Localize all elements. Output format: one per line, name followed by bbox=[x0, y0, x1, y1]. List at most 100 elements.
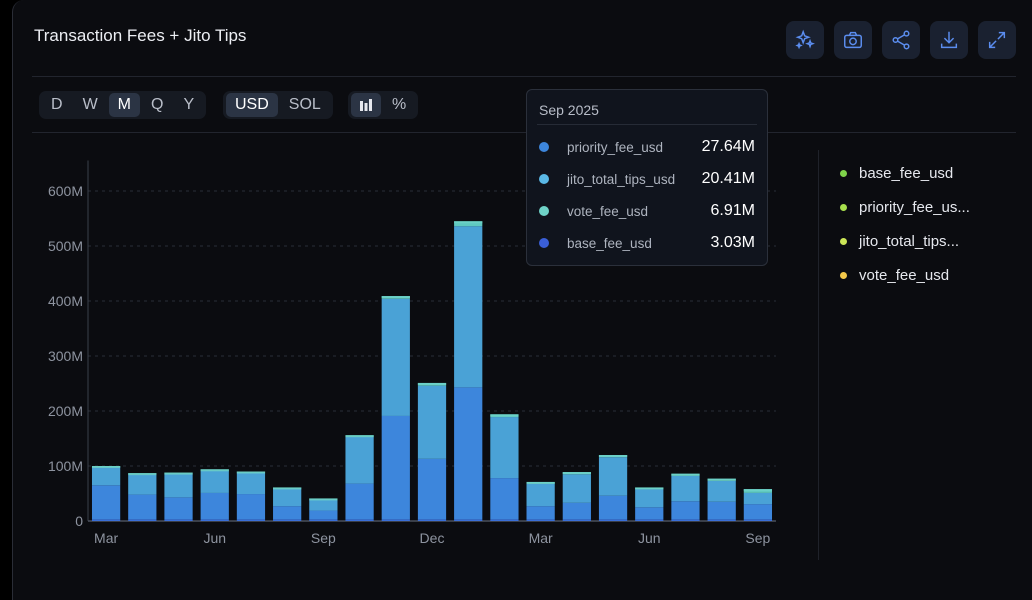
tooltip-divider bbox=[537, 124, 757, 125]
mode-percent[interactable]: % bbox=[392, 96, 407, 113]
x-tick-label: Mar bbox=[529, 530, 553, 546]
chart-legend: base_fee_usd priority_fee_us... jito_tot… bbox=[840, 156, 970, 292]
bar-segment-base-fee-usd bbox=[128, 519, 157, 521]
bar-segment-base-fee-usd bbox=[598, 519, 628, 521]
bar-segment-base-fee-usd bbox=[91, 519, 121, 521]
legend-label: vote_fee_usd bbox=[859, 266, 950, 284]
bar-segment-jito-total-tips-usd bbox=[707, 480, 736, 502]
legend-dot bbox=[840, 203, 847, 211]
bar-segment-priority-fee-usd bbox=[743, 504, 773, 520]
bar-segment-jito-total-tips-usd bbox=[128, 474, 157, 495]
bar-segment-priority-fee-usd bbox=[526, 506, 555, 520]
bar-top-edge bbox=[671, 473, 700, 476]
legend-item-jito-tips[interactable]: jito_total_tips... bbox=[840, 224, 970, 258]
legend-item-priority-fee[interactable]: priority_fee_us... bbox=[840, 190, 970, 224]
legend-label: jito_total_tips... bbox=[859, 232, 960, 250]
legend-item-base-fee[interactable]: base_fee_usd bbox=[840, 156, 970, 190]
bar-segment-priority-fee-usd bbox=[200, 492, 229, 520]
bar-segment-jito-total-tips-usd bbox=[91, 467, 121, 486]
download-button[interactable] bbox=[930, 21, 968, 59]
tooltip-title: Sep 2025 bbox=[539, 102, 599, 118]
mode-selector: % bbox=[348, 91, 419, 119]
bar-segment-priority-fee-usd bbox=[128, 494, 157, 520]
x-tick-label: Sep bbox=[745, 530, 770, 546]
bar-segment-jito-total-tips-usd bbox=[526, 483, 555, 507]
currency-selector: USD SOL bbox=[223, 91, 333, 119]
legend-label: priority_fee_us... bbox=[859, 198, 970, 216]
chart-tooltip: Sep 2025 priority_fee_usd 27.64M jito_to… bbox=[526, 89, 768, 266]
bar-top-edge bbox=[381, 296, 410, 299]
bar-segment-jito-total-tips-usd bbox=[562, 474, 591, 503]
bar-top-edge bbox=[273, 487, 302, 490]
bar-segment-base-fee-usd bbox=[417, 519, 447, 521]
bar-segment-jito-total-tips-usd bbox=[381, 298, 410, 416]
bar-segment-base-fee-usd bbox=[454, 519, 483, 521]
bar-top-edge bbox=[91, 466, 121, 468]
bar-top-edge bbox=[200, 469, 229, 472]
tooltip-row: priority_fee_usd 27.64M bbox=[539, 137, 755, 157]
bar-segment-base-fee-usd bbox=[345, 519, 374, 521]
bar-segment-priority-fee-usd bbox=[562, 502, 591, 520]
bar-segment-priority-fee-usd bbox=[91, 485, 121, 520]
bar-segment-base-fee-usd bbox=[707, 519, 736, 521]
x-tick-label: Jun bbox=[638, 530, 661, 546]
y-tick-label: 200M bbox=[48, 403, 83, 419]
bar-segment-base-fee-usd bbox=[200, 519, 229, 521]
legend-dot bbox=[840, 271, 847, 279]
tooltip-row: jito_total_tips_usd 20.41M bbox=[539, 169, 755, 189]
x-tick-label: Sep bbox=[311, 530, 336, 546]
sparkles-button[interactable] bbox=[786, 21, 824, 59]
tooltip-dot bbox=[539, 206, 549, 216]
header-divider bbox=[32, 76, 1016, 77]
bar-top-edge bbox=[562, 472, 591, 475]
bar-segment-base-fee-usd bbox=[635, 519, 664, 521]
bar-segment-priority-fee-usd bbox=[707, 501, 736, 520]
tooltip-row: vote_fee_usd 6.91M bbox=[539, 201, 755, 221]
legend-item-vote-fee[interactable]: vote_fee_usd bbox=[840, 258, 970, 292]
tooltip-series-value: 20.41M bbox=[701, 170, 755, 187]
controls-divider bbox=[32, 132, 1016, 133]
bar-segment-jito-total-tips-usd bbox=[200, 470, 229, 493]
currency-usd[interactable]: USD bbox=[226, 93, 278, 117]
bar-top-edge bbox=[164, 472, 193, 475]
legend-divider bbox=[818, 150, 819, 560]
share-button[interactable] bbox=[882, 21, 920, 59]
bar-top-edge bbox=[526, 481, 555, 484]
mode-absolute[interactable] bbox=[351, 93, 381, 117]
bar-segment-base-fee-usd bbox=[381, 519, 410, 521]
bar-segment-priority-fee-usd bbox=[345, 483, 374, 520]
period-w[interactable]: W bbox=[82, 96, 98, 113]
screenshot-button[interactable] bbox=[834, 21, 872, 59]
y-tick-label: 0 bbox=[75, 513, 83, 529]
bar-segment-base-fee-usd bbox=[490, 519, 519, 521]
tooltip-series-name: priority_fee_usd bbox=[567, 139, 664, 155]
fullscreen-button[interactable] bbox=[978, 21, 1016, 59]
period-selector: D W M Q Y bbox=[39, 91, 207, 119]
period-y[interactable]: Y bbox=[183, 96, 195, 113]
tooltip-series-name: vote_fee_usd bbox=[567, 203, 649, 219]
bar-segment-base-fee-usd bbox=[164, 519, 193, 521]
y-tick-label: 400M bbox=[48, 293, 83, 309]
bar-segment-jito-total-tips-usd bbox=[345, 436, 374, 484]
period-d[interactable]: D bbox=[51, 96, 63, 113]
bar-top-edge bbox=[707, 478, 736, 481]
bar-top-edge bbox=[598, 455, 628, 457]
bar-segment-priority-fee-usd bbox=[417, 458, 447, 520]
bar-segment-base-fee-usd bbox=[743, 519, 773, 521]
camera-icon bbox=[844, 31, 862, 49]
tooltip-series-value: 27.64M bbox=[701, 138, 755, 155]
legend-dot bbox=[840, 169, 847, 177]
download-icon bbox=[940, 31, 958, 49]
currency-sol[interactable]: SOL bbox=[288, 96, 321, 113]
bar-segment-jito-total-tips-usd bbox=[164, 473, 193, 498]
bar-segment-priority-fee-usd bbox=[635, 507, 664, 520]
bar-segment-priority-fee-usd bbox=[381, 415, 410, 520]
toolbar bbox=[786, 21, 1016, 59]
bar-segment-jito-total-tips-usd bbox=[671, 475, 700, 502]
bar-segment-jito-total-tips-usd bbox=[743, 492, 773, 505]
period-q[interactable]: Q bbox=[151, 96, 164, 113]
bar-segment-jito-total-tips-usd bbox=[490, 417, 519, 479]
period-m[interactable]: M bbox=[108, 93, 140, 117]
bar-segment-base-fee-usd bbox=[309, 519, 338, 521]
bar-top-edge bbox=[236, 471, 266, 474]
